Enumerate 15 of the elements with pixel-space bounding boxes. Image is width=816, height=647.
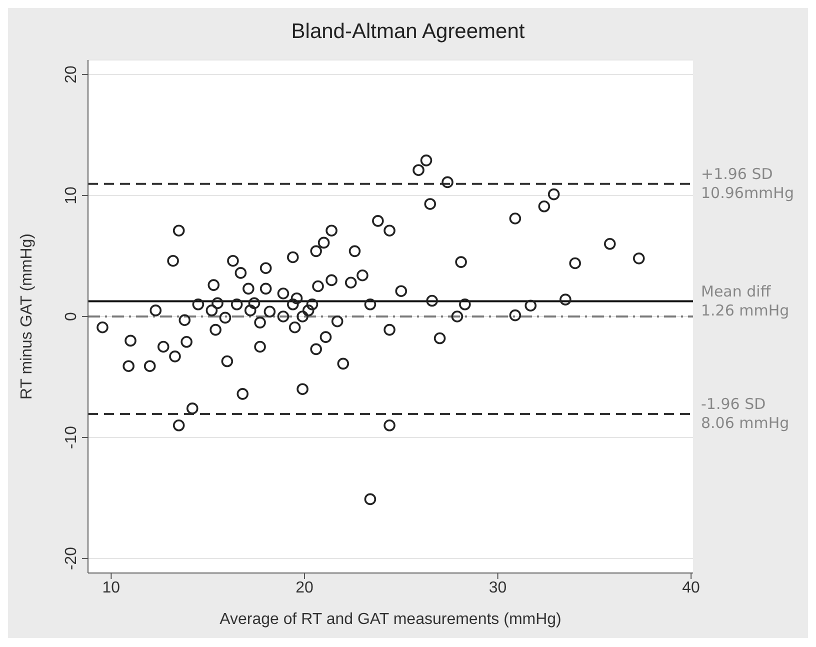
y-tick-label: -10 <box>63 426 80 450</box>
x-tick-label: 10 <box>102 579 120 596</box>
chart-title: Bland-Altman Agreement <box>290 19 526 45</box>
y-tick-label: 0 <box>63 312 80 321</box>
x-tick-label: 40 <box>682 579 700 596</box>
x-tick-label: 20 <box>296 579 314 596</box>
y-tick-label: 20 <box>63 66 80 84</box>
ref-line-label: -1.96 SD 8.06 mmHg <box>701 395 790 432</box>
x-axis-title: Average of RT and GAT measurements (mmHg) <box>220 611 562 628</box>
y-tick-label: 10 <box>63 186 80 204</box>
ref-line-label: Mean diff 1.26 mmHg <box>701 282 790 320</box>
y-tick-label: -20 <box>63 546 80 570</box>
ref-line-label: +1.96 SD 10.96mmHg <box>701 164 794 202</box>
y-axis-title: RT minus GAT (mmHg) <box>18 234 36 400</box>
x-tick-label: 30 <box>488 579 507 596</box>
